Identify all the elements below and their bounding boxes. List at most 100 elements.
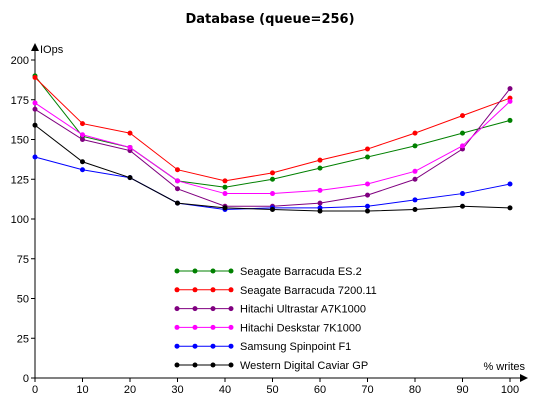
legend-swatch-marker — [210, 362, 216, 368]
data-point — [270, 206, 275, 212]
data-point — [175, 178, 180, 184]
data-point — [317, 157, 323, 163]
legend-swatch-marker — [210, 324, 216, 330]
legend-swatch-marker — [210, 287, 216, 293]
data-point — [365, 192, 370, 198]
x-tick-label: 70 — [361, 384, 373, 396]
y-axis-arrow-icon — [31, 43, 39, 51]
legend-item: Western Digital Caviar GP — [174, 360, 368, 372]
legend-swatch-marker — [228, 306, 234, 312]
legend-swatch-marker — [174, 362, 180, 368]
x-axis-arrow-icon — [520, 374, 528, 382]
x-tick-label: 0 — [32, 384, 38, 396]
legend-item: Samsung Spinpoint F1 — [174, 341, 351, 353]
y-tick-label: 175 — [11, 95, 29, 107]
data-point — [80, 159, 85, 165]
data-point — [507, 205, 513, 211]
x-tick-label: 80 — [409, 384, 421, 396]
legend-label: Western Digital Caviar GP — [240, 360, 368, 372]
x-tick-label: 60 — [314, 384, 326, 396]
data-point — [175, 200, 180, 206]
data-point — [412, 143, 418, 149]
data-point — [270, 176, 275, 182]
data-point — [460, 203, 465, 209]
legend-swatch-marker — [192, 287, 198, 293]
legend-label: Seagate Barracuda ES.2 — [240, 266, 362, 278]
legend-swatch-marker — [192, 268, 198, 274]
x-tick-label: 50 — [266, 384, 278, 396]
x-tick-label: 30 — [171, 384, 183, 396]
legend-swatch-marker — [192, 324, 198, 330]
data-point — [127, 130, 133, 136]
data-point — [222, 184, 228, 190]
legend-swatch-marker — [210, 306, 216, 312]
data-point — [365, 146, 370, 152]
data-point — [365, 181, 370, 187]
y-tick-label: 100 — [11, 214, 29, 226]
legend-item: Hitachi Deskstar 7K1000 — [174, 322, 361, 334]
legend-swatch-marker — [192, 343, 198, 349]
legend-swatch-marker — [174, 268, 180, 274]
legend-swatch-marker — [228, 287, 234, 293]
legend-swatch-marker — [228, 324, 234, 330]
legend-swatch-marker — [174, 324, 180, 330]
x-tick-label: 10 — [76, 384, 88, 396]
y-tick-label: 0 — [23, 373, 29, 385]
data-point — [32, 74, 38, 80]
series-layer — [32, 73, 513, 214]
legend-label: Hitachi Deskstar 7K1000 — [240, 322, 361, 334]
data-point — [365, 154, 370, 160]
data-point — [507, 117, 513, 123]
legend-item: Seagate Barracuda 7200.11 — [174, 285, 377, 297]
legend-swatch-marker — [210, 343, 216, 349]
data-point — [32, 100, 38, 106]
data-point — [80, 132, 85, 138]
y-tick-label: 50 — [17, 294, 29, 306]
data-point — [460, 143, 465, 149]
data-point — [317, 187, 323, 193]
y-ticks: 0 25 50 75 100 125 150 175 200 — [11, 55, 35, 385]
legend-item: Seagate Barracuda ES.2 — [174, 266, 362, 278]
legend: Seagate Barracuda ES.2 Seagate Barracuda … — [174, 266, 377, 372]
legend-swatch-marker — [192, 362, 198, 368]
series-4 — [32, 98, 513, 197]
data-point — [460, 130, 465, 136]
data-point — [127, 175, 133, 181]
data-point — [317, 200, 323, 206]
legend-swatch-marker — [210, 268, 216, 274]
data-point — [412, 130, 418, 136]
y-tick-label: 150 — [11, 135, 29, 147]
axes: IOps % writes — [31, 43, 528, 382]
legend-swatch-marker — [174, 306, 180, 312]
data-point — [270, 191, 275, 197]
legend-swatch-marker — [228, 362, 234, 368]
legend-swatch-marker — [174, 343, 180, 349]
data-point — [460, 191, 465, 197]
data-point — [412, 197, 418, 203]
data-point — [317, 165, 323, 171]
data-point — [412, 176, 418, 182]
legend-label: Hitachi Ultrastar A7K1000 — [240, 304, 366, 316]
y-axis-label: IOps — [40, 44, 64, 56]
data-point — [32, 122, 38, 128]
legend-swatch-marker — [228, 268, 234, 274]
data-point — [412, 206, 418, 212]
x-tick-label: 100 — [501, 384, 519, 396]
legend-swatch-marker — [192, 306, 198, 312]
series-2 — [32, 74, 513, 184]
data-point — [365, 203, 370, 209]
x-axis-label: % writes — [483, 361, 525, 373]
data-point — [507, 98, 513, 104]
legend-label: Samsung Spinpoint F1 — [240, 341, 351, 353]
x-tick-label: 90 — [456, 384, 468, 396]
data-point — [222, 178, 228, 184]
legend-swatch-marker — [174, 287, 180, 293]
x-tick-label: 40 — [219, 384, 231, 396]
y-tick-label: 75 — [17, 254, 29, 266]
data-point — [80, 121, 85, 127]
legend-label: Seagate Barracuda 7200.11 — [240, 285, 377, 297]
legend-item: Hitachi Ultrastar A7K1000 — [174, 304, 366, 316]
data-point — [270, 170, 275, 176]
